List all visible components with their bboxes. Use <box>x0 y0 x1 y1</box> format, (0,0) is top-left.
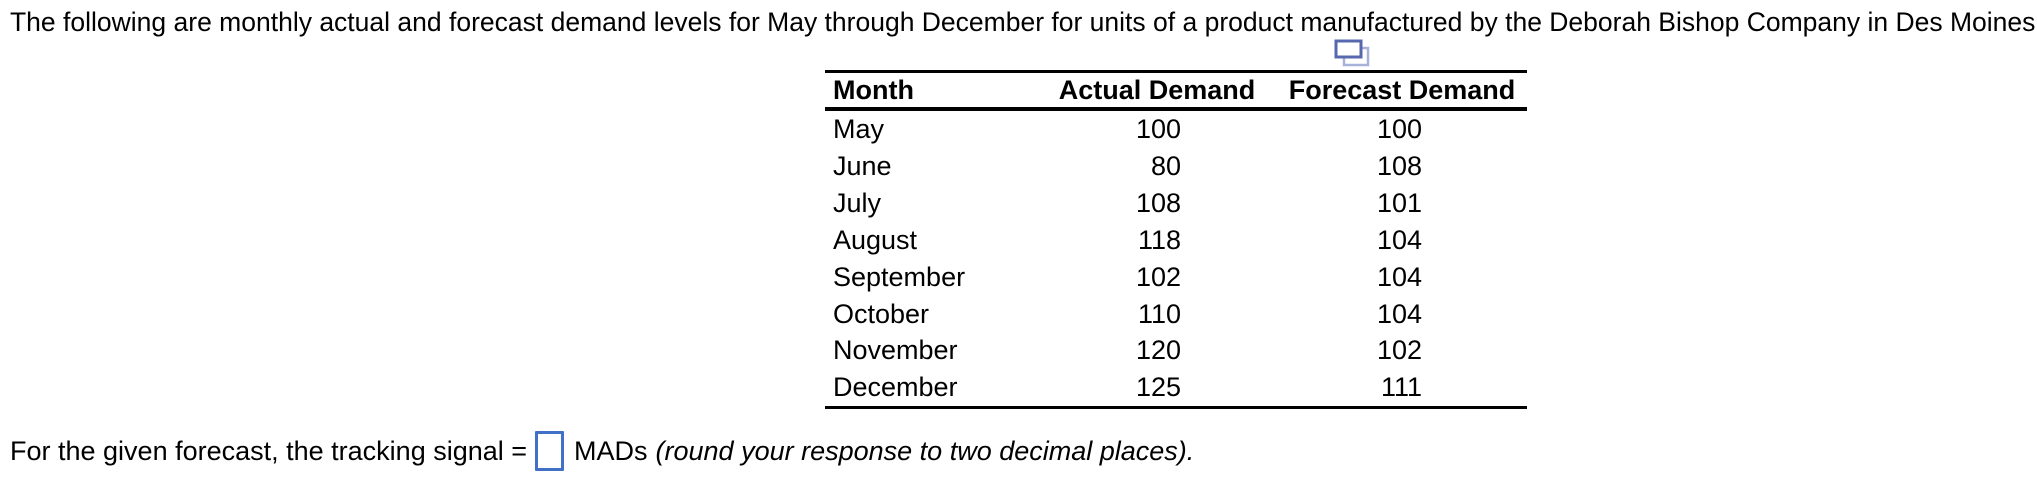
month-cell: August <box>833 224 918 255</box>
actual-demand-cell: 125 <box>1135 372 1181 403</box>
answer-prompt-text: For the given forecast, the tracking sig… <box>10 435 528 466</box>
forecast-demand-cell: 111 <box>1380 372 1422 403</box>
actual-demand-cell: 120 <box>1135 335 1181 366</box>
actual-demand-cell: 118 <box>1137 224 1181 255</box>
column-header-forecast: Forecast Demand <box>1277 73 1527 111</box>
rounding-instruction: (round your response to two decimal plac… <box>655 435 1195 466</box>
forecast-demand-cell: 102 <box>1376 335 1422 366</box>
column-header-actual: Actual Demand <box>1037 73 1277 111</box>
actual-demand-cell: 80 <box>1150 150 1181 181</box>
month-cell: June <box>833 150 892 181</box>
actual-demand-cell: 110 <box>1137 298 1181 329</box>
copy-icon-glyph <box>1334 39 1370 67</box>
demand-table: Month Actual Demand Forecast Demand May 1… <box>825 70 1527 410</box>
answer-line: For the given forecast, the tracking sig… <box>10 428 1194 474</box>
forecast-demand-cell: 104 <box>1376 298 1422 329</box>
month-cell: September <box>833 261 966 292</box>
table-row: October 110 104 <box>825 296 1527 333</box>
question-statement: The following are monthly actual and for… <box>10 7 2037 37</box>
table-row: November 120 102 <box>825 332 1527 369</box>
month-cell: November <box>833 335 958 366</box>
answer-unit-label: MADs <box>574 435 648 466</box>
table-row: December 125 111 <box>825 369 1527 406</box>
forecast-demand-cell: 104 <box>1376 261 1422 292</box>
month-cell: July <box>833 187 882 218</box>
actual-demand-cell: 108 <box>1135 187 1181 218</box>
month-cell: October <box>833 298 930 329</box>
table-row: September 102 104 <box>825 259 1527 296</box>
tracking-signal-input[interactable] <box>535 431 565 471</box>
month-cell: December <box>833 372 958 403</box>
table-row: July 108 101 <box>825 185 1527 222</box>
forecast-demand-cell: 101 <box>1376 187 1422 218</box>
actual-demand-cell: 100 <box>1135 114 1181 144</box>
table-row: August 118 104 <box>825 222 1527 259</box>
copy-icon[interactable] <box>1334 39 1370 68</box>
forecast-demand-cell: 100 <box>1376 114 1422 144</box>
actual-demand-cell: 102 <box>1135 261 1181 292</box>
month-cell: May <box>833 114 885 144</box>
forecast-demand-cell: 104 <box>1376 224 1422 255</box>
column-header-month: Month <box>825 73 1037 111</box>
forecast-demand-cell: 108 <box>1376 150 1422 181</box>
demand-table-body: May 100 100 June 80 108 July 108 101 August 118 104… <box>825 109 1527 406</box>
table-header-row: Month Actual Demand Forecast Demand <box>825 73 1527 111</box>
table-row: June 80 108 <box>825 148 1527 185</box>
table-row: May 100 100 <box>825 109 1527 148</box>
